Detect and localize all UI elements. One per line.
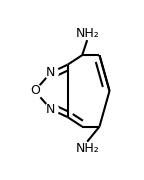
Text: NH₂: NH₂ [75,142,99,155]
Text: NH₂: NH₂ [75,27,99,40]
Text: N: N [46,66,56,79]
Text: O: O [30,84,40,97]
Text: N: N [46,103,56,116]
